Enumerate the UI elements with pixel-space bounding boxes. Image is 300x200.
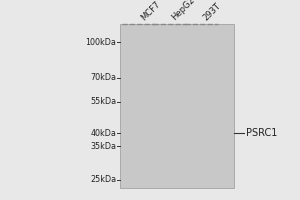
- FancyBboxPatch shape: [132, 126, 154, 140]
- FancyBboxPatch shape: [200, 126, 222, 140]
- Text: 55kDa: 55kDa: [90, 97, 116, 106]
- Text: 35kDa: 35kDa: [90, 142, 116, 151]
- Text: 40kDa: 40kDa: [91, 129, 116, 138]
- Text: MCF7: MCF7: [139, 0, 162, 22]
- Text: 70kDa: 70kDa: [90, 73, 116, 82]
- Text: PSRC1: PSRC1: [246, 128, 278, 138]
- Text: 100kDa: 100kDa: [85, 38, 116, 47]
- FancyBboxPatch shape: [169, 128, 185, 138]
- Text: 293T: 293T: [202, 1, 223, 22]
- Text: 25kDa: 25kDa: [90, 175, 116, 184]
- Text: HepG2: HepG2: [169, 0, 196, 22]
